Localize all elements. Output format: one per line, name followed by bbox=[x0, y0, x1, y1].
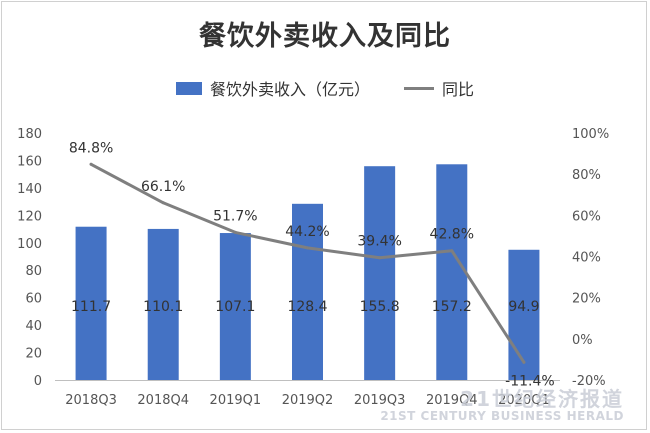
x-tick-label: 2018Q3 bbox=[65, 393, 117, 408]
y-left-tick-label: 140 bbox=[17, 182, 42, 197]
bar-value-label: 111.7 bbox=[71, 299, 111, 315]
bar-value-label: 110.1 bbox=[143, 299, 183, 315]
bar-value-label: 94.9 bbox=[508, 299, 539, 315]
bar-value-label: 155.8 bbox=[360, 299, 400, 315]
x-tick-label: 2019Q2 bbox=[282, 393, 334, 408]
bar-value-label: 157.2 bbox=[432, 299, 472, 315]
data-labels: 84.8% 66.1% 51.7% 44.2% 39.4% 42.8% -11.4% 111.… bbox=[69, 140, 555, 389]
y-left-tick-label: 20 bbox=[25, 347, 42, 362]
y-right-tick-label: 0% bbox=[572, 333, 593, 348]
legend-line-swatch bbox=[404, 86, 434, 90]
yoy-point-2018Q3 bbox=[89, 162, 93, 166]
yoy-point-2019Q4 bbox=[450, 249, 454, 253]
bar-2019Q4 bbox=[436, 164, 468, 380]
y-right-tick-label: 100% bbox=[572, 127, 609, 142]
yoy-point-2019Q3 bbox=[378, 256, 382, 260]
y-right-tick-label: 40% bbox=[572, 251, 601, 266]
y-left-tick-label: 0 bbox=[34, 374, 42, 389]
x-tick-label: 2019Q1 bbox=[210, 393, 262, 408]
chart-legend: 餐饮外卖收入（亿元） 同比 bbox=[0, 76, 650, 100]
bar-2018Q4 bbox=[147, 228, 179, 380]
bar-2019Q2 bbox=[292, 203, 323, 380]
y-right-tick-label: 60% bbox=[572, 209, 601, 224]
yoy-label: 84.8% bbox=[69, 140, 113, 156]
y-left-tick-label: 120 bbox=[17, 209, 42, 224]
legend-line-label: 同比 bbox=[442, 80, 475, 99]
y-right-tick-label: 80% bbox=[572, 168, 601, 183]
x-tick-label: 2018Q4 bbox=[137, 393, 189, 408]
y-left-tick-label: 80 bbox=[25, 264, 42, 279]
yoy-label: 39.4% bbox=[357, 234, 401, 250]
y-left-tick-label: 60 bbox=[25, 292, 42, 307]
bar-2019Q1 bbox=[219, 233, 251, 380]
yoy-label: 42.8% bbox=[430, 227, 474, 243]
yoy-label: -11.4% bbox=[505, 373, 555, 389]
yoy-label: 51.7% bbox=[213, 208, 257, 224]
y-right-tick-label: -20% bbox=[572, 374, 606, 389]
yoy-point-2020Q1 bbox=[522, 360, 526, 364]
line-series bbox=[89, 162, 526, 364]
legend-item-yoy: 同比 bbox=[404, 76, 474, 100]
y-right-tick-label: 20% bbox=[572, 292, 601, 307]
yoy-point-2019Q1 bbox=[233, 230, 237, 234]
x-tick-label: 2019Q3 bbox=[354, 393, 406, 408]
x-tick-label: 2020Q1 bbox=[498, 393, 550, 408]
x-tick-label: 2019Q4 bbox=[426, 393, 478, 408]
legend-bar-label: 餐饮外卖收入（亿元） bbox=[209, 80, 370, 99]
bar-value-label: 107.1 bbox=[215, 299, 255, 315]
y-left-tick-label: 180 bbox=[17, 127, 42, 142]
bar-2019Q3 bbox=[364, 166, 396, 380]
bar-2018Q3 bbox=[75, 226, 107, 380]
y-left-tick-label: 40 bbox=[25, 319, 42, 334]
bar-2020Q1 bbox=[508, 249, 540, 380]
yoy-point-2018Q4 bbox=[161, 201, 165, 205]
bar-value-label: 128.4 bbox=[287, 299, 327, 315]
yoy-label: 66.1% bbox=[141, 179, 185, 195]
y-left-tick-label: 100 bbox=[17, 237, 42, 252]
axes: 2018Q3 2018Q4 2019Q1 2019Q2 2019Q3 2019Q4 2020… bbox=[17, 127, 609, 408]
legend-item-revenue: 餐饮外卖收入（亿元） bbox=[175, 76, 370, 100]
yoy-label: 44.2% bbox=[285, 224, 329, 240]
watermark: 21世纪经济报道 21ST CENTURY BUSINESS HERALD bbox=[380, 389, 624, 423]
bar-series bbox=[75, 164, 540, 380]
yoy-point-2019Q2 bbox=[306, 246, 309, 250]
legend-bar-swatch bbox=[175, 81, 202, 95]
watermark-main: 21世纪经济报道 bbox=[460, 387, 624, 412]
y-left-tick-label: 160 bbox=[17, 154, 42, 169]
watermark-sub: 21ST CENTURY BUSINESS HERALD bbox=[380, 409, 624, 424]
chart-title: 餐饮外卖收入及同比 bbox=[199, 21, 451, 52]
